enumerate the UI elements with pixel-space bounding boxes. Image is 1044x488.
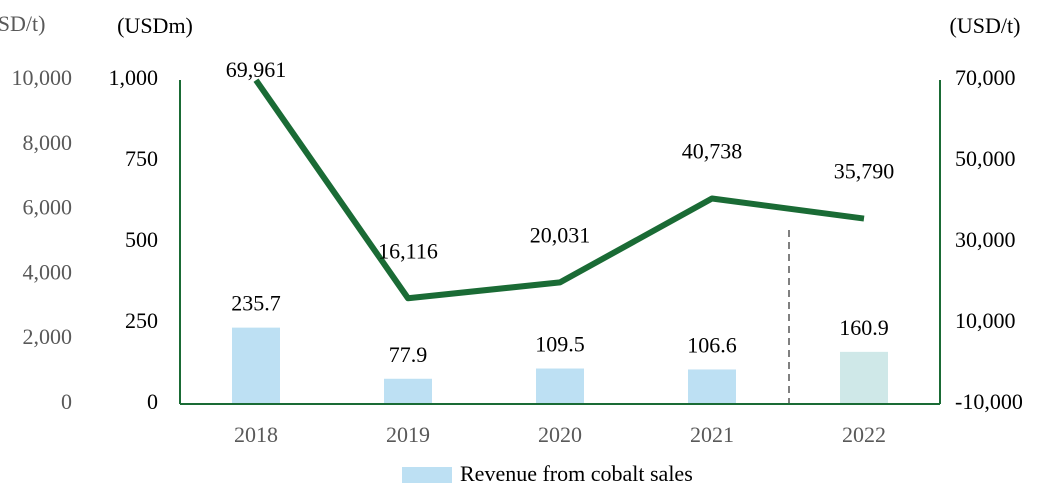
legend-swatch [402,467,452,483]
y2ticks-label: 50,000 [955,146,1016,171]
bar-value-label: 109.5 [535,332,585,357]
bar [232,327,280,404]
line-value-label: 35,790 [834,159,895,184]
y3ticks-label: 4,000 [23,259,73,284]
bar [688,369,736,404]
yticks-label: 0 [147,389,158,414]
bar-value-label: 160.9 [839,315,889,340]
line-value-label: 69,961 [226,57,287,82]
y2ticks-label: 70,000 [955,65,1016,90]
x-tick-label: 2021 [690,422,734,447]
yticks-label: 750 [125,146,158,171]
y3ticks-label: 2,000 [23,324,73,349]
x-tick-label: 2020 [538,422,582,447]
bar [384,378,432,404]
y3-axis-title: (USD/t) [0,11,45,36]
y-axis-title: (USDm) [117,13,193,38]
y3ticks-label: 0 [61,389,72,414]
x-tick-label: 2022 [842,422,886,447]
y2ticks-label: 30,000 [955,227,1016,252]
x-tick-label: 2018 [234,422,278,447]
line-value-label: 16,116 [378,238,438,263]
bar-value-label: 106.6 [687,333,737,358]
legend-label: Revenue from cobalt sales [460,461,693,486]
yticks-label: 1,000 [109,65,159,90]
line-value-label: 20,031 [530,222,591,247]
bar [536,368,584,404]
y3ticks-label: 10,000 [12,65,73,90]
line-value-label: 40,738 [682,139,743,164]
y2-axis-title: (USD/t) [950,13,1021,38]
y2ticks-label: -10,000 [955,389,1023,414]
bar-value-label: 235.7 [231,291,281,316]
yticks-label: 500 [125,227,158,252]
price-line [253,78,865,302]
y3ticks-label: 6,000 [23,195,73,220]
bar-value-label: 77.9 [389,342,428,367]
bar [840,351,888,404]
x-tick-label: 2019 [386,422,430,447]
y3ticks-label: 8,000 [23,130,73,155]
yticks-label: 250 [125,308,158,333]
y2ticks-label: 10,000 [955,308,1016,333]
